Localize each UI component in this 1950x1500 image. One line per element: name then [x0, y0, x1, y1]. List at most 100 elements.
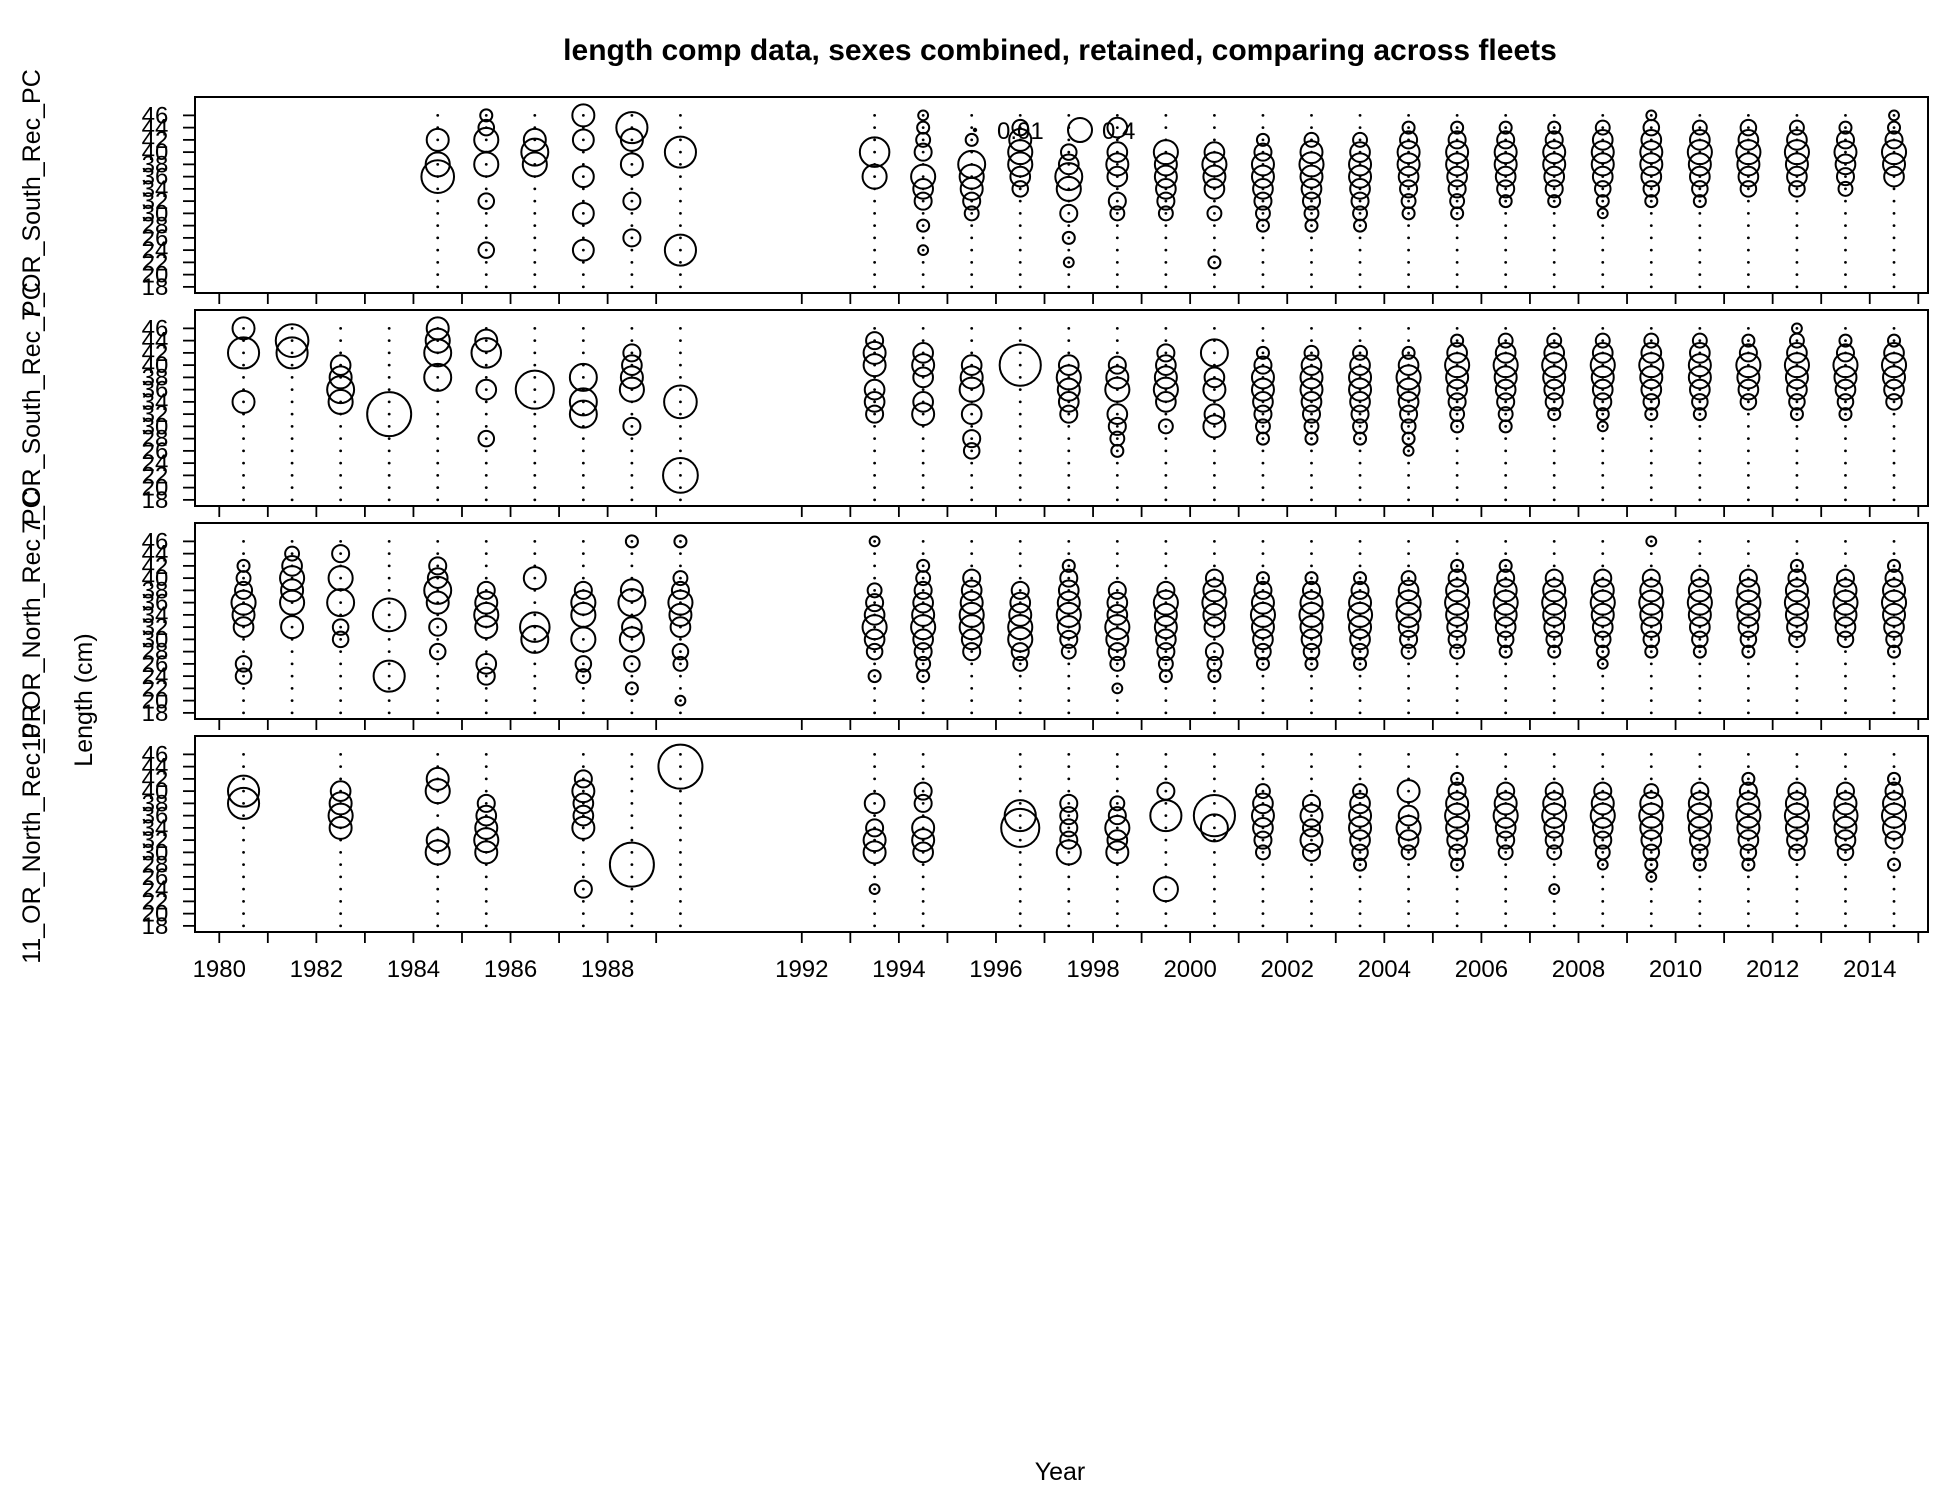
bubble	[226, 786, 261, 820]
zero-dot	[1164, 912, 1168, 916]
bubble	[1299, 164, 1324, 189]
zero-dot	[436, 224, 440, 228]
zero-dot	[1067, 789, 1071, 793]
zero-dot	[1310, 814, 1313, 818]
year-column	[1192, 752, 1236, 928]
zero-dot	[1358, 899, 1362, 903]
bubble	[474, 615, 499, 640]
panel: 10_OR_North_Rec_PC 1820222426283032343638…	[18, 490, 1929, 752]
zero-dot	[1115, 912, 1119, 916]
zero-dot	[339, 765, 343, 769]
zero-dot	[921, 674, 925, 678]
bubble	[1055, 364, 1082, 391]
zero-dot	[533, 236, 537, 240]
zero-dot	[1407, 285, 1410, 289]
zero-dot	[1018, 437, 1022, 441]
bubble	[1106, 141, 1129, 163]
bubble	[470, 337, 503, 369]
zero-dot	[1504, 424, 1508, 428]
bubble	[1106, 116, 1129, 139]
zero-dot	[679, 814, 682, 818]
zero-dot	[1649, 339, 1653, 343]
bubble	[1542, 365, 1567, 390]
zero-dot	[1698, 473, 1702, 477]
bubble	[1692, 857, 1707, 872]
bubble	[479, 108, 494, 123]
zero-dot	[1892, 850, 1896, 854]
zero-dot	[1407, 662, 1410, 666]
bubble	[1590, 140, 1615, 165]
zero-dot	[484, 650, 488, 654]
bubble	[1106, 829, 1129, 851]
bubble	[1589, 589, 1616, 616]
zero-dot	[1649, 699, 1653, 703]
bubble	[1008, 127, 1033, 152]
zero-dot	[1455, 699, 1459, 703]
zero-dot	[387, 473, 391, 477]
x-tick-label: 2008	[1552, 956, 1605, 983]
zero-dot	[873, 564, 877, 568]
zero-dot	[1455, 260, 1459, 264]
zero-dot	[1746, 486, 1750, 490]
zero-dot	[1844, 863, 1847, 867]
zero-dot	[970, 662, 974, 666]
bubble	[1056, 615, 1081, 640]
zero-dot	[1164, 285, 1168, 289]
bubble	[868, 535, 881, 548]
zero-dot	[630, 826, 634, 830]
zero-dot	[387, 363, 391, 367]
zero-dot	[533, 400, 537, 404]
bubble	[1737, 165, 1760, 188]
zero-dot	[581, 486, 585, 490]
zero-dot	[1649, 412, 1653, 416]
zero-dot	[1261, 199, 1265, 203]
bubble	[1300, 628, 1323, 651]
zero-dot	[1649, 686, 1653, 690]
zero-dot	[1067, 674, 1071, 678]
zero-dot	[1844, 260, 1847, 264]
zero-dot	[1067, 826, 1071, 830]
zero-dot	[1115, 924, 1119, 928]
zero-dot	[1358, 863, 1362, 867]
zero-dot	[1552, 273, 1556, 277]
bubble	[1838, 407, 1853, 422]
zero-dot	[873, 765, 877, 769]
bubble	[1400, 193, 1417, 210]
bubble	[1348, 590, 1373, 615]
zero-dot	[921, 199, 925, 203]
zero-dot	[1649, 875, 1653, 879]
year-column	[1201, 539, 1228, 715]
zero-dot	[484, 777, 488, 781]
zero-dot	[290, 375, 294, 379]
bubble	[1736, 365, 1761, 390]
bubble	[1591, 817, 1614, 839]
zero-dot	[970, 539, 974, 543]
zero-dot	[1504, 777, 1508, 781]
zero-dot	[1115, 424, 1119, 428]
zero-dot	[339, 498, 343, 502]
y-tick-label: 30	[142, 626, 169, 653]
bubble	[372, 659, 406, 693]
y-tick-label: 30	[142, 839, 169, 866]
year-column	[958, 326, 985, 502]
zero-dot	[1892, 187, 1896, 191]
zero-dot	[1795, 674, 1799, 678]
zero-dot	[921, 236, 925, 240]
zero-dot	[581, 539, 585, 543]
year-column	[1298, 539, 1325, 715]
y-tick-label: 20	[142, 262, 169, 289]
zero-dot	[484, 437, 488, 441]
zero-dot	[533, 686, 537, 690]
zero-dot	[1698, 498, 1702, 502]
zero-dot	[1552, 187, 1556, 191]
bubble	[1062, 256, 1075, 269]
zero-dot	[1795, 539, 1799, 543]
zero-dot	[630, 686, 634, 690]
zero-dot	[1310, 486, 1313, 490]
bubble	[1298, 601, 1325, 628]
zero-dot	[1601, 887, 1605, 891]
legend-small-bubble	[972, 127, 978, 133]
zero-dot	[1698, 686, 1702, 690]
zero-dot	[1698, 248, 1702, 252]
zero-dot	[484, 375, 488, 379]
